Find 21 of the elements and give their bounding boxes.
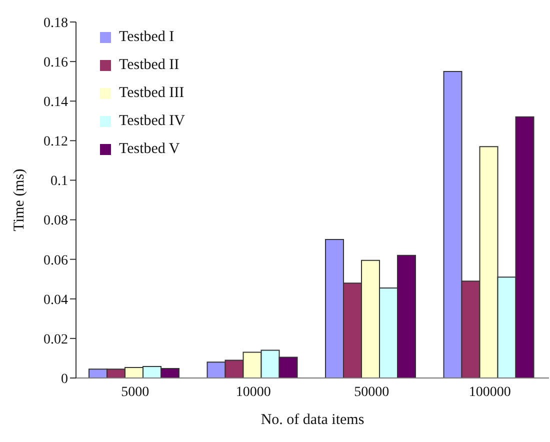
y-tick-label: 0.1 bbox=[50, 174, 68, 190]
legend-label: Testbed II bbox=[119, 57, 180, 73]
y-tick-label: 0.06 bbox=[44, 253, 68, 268]
x-axis-title: No. of data items bbox=[260, 412, 364, 428]
x-tick-label: 50000 bbox=[354, 384, 390, 400]
legend-label: Testbed IV bbox=[119, 113, 186, 129]
y-tick-label: 0.18 bbox=[44, 16, 68, 31]
legend-label: Testbed I bbox=[119, 29, 174, 45]
x-tick-label: 100000 bbox=[468, 384, 511, 400]
legend-label: Testbed V bbox=[119, 141, 180, 157]
y-tick-label: 0 bbox=[61, 372, 68, 387]
y-tick-label: 0.02 bbox=[44, 332, 68, 348]
y-tick-label: 0.16 bbox=[44, 56, 68, 71]
x-tick-label: 10000 bbox=[236, 384, 271, 400]
y-tick-label: 0.14 bbox=[44, 95, 68, 110]
y-tick-label: 0.08 bbox=[44, 214, 68, 229]
y-tick-label: 0.04 bbox=[44, 292, 68, 308]
y-tick-label: 0.12 bbox=[44, 134, 68, 150]
y-axis-title: Time (ms) bbox=[11, 168, 28, 232]
x-tick-label: 5000 bbox=[121, 384, 150, 400]
legend-label: Testbed III bbox=[119, 85, 184, 101]
